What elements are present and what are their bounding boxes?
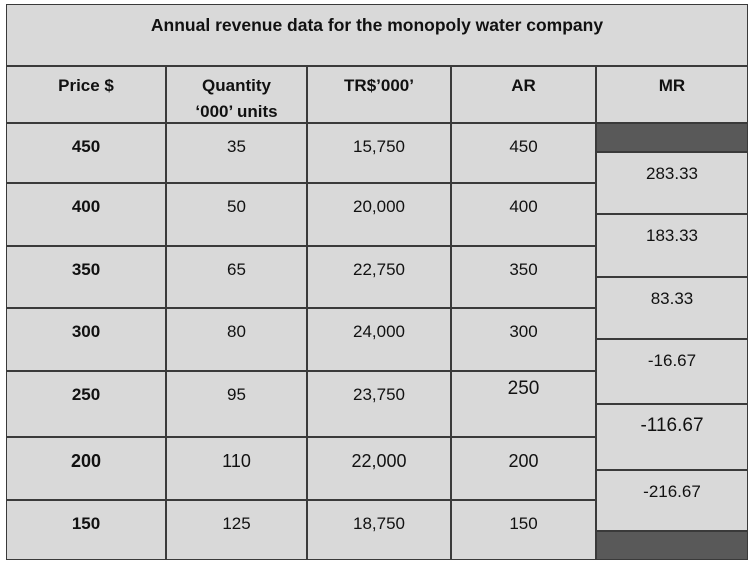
mr-shaded-bottom <box>596 531 748 560</box>
header-quantity: Quantity ‘000’ units <box>166 66 307 123</box>
quantity-cell: 80 <box>166 308 307 371</box>
table-title-box: Annual revenue data for the monopoly wat… <box>6 4 748 66</box>
tr-cell: 22,000 <box>307 437 451 500</box>
price-cell: 250 <box>6 371 166 437</box>
mr-shaded-top <box>596 123 748 152</box>
quantity-cell: 35 <box>166 123 307 183</box>
ar-cell: 350 <box>451 246 596 308</box>
price-cell: 200 <box>6 437 166 500</box>
header-tr: TR$’000’ <box>307 66 451 123</box>
tr-cell: 23,750 <box>307 371 451 437</box>
mr-cell: -216.67 <box>596 470 748 531</box>
ar-cell: 400 <box>451 183 596 246</box>
ar-cell: 200 <box>451 437 596 500</box>
header-mr: MR <box>596 66 748 123</box>
price-cell: 450 <box>6 123 166 183</box>
quantity-cell: 125 <box>166 500 307 560</box>
quantity-cell: 95 <box>166 371 307 437</box>
header-quantity-line1: Quantity <box>202 76 271 95</box>
tr-cell: 15,750 <box>307 123 451 183</box>
price-cell: 400 <box>6 183 166 246</box>
ar-cell: 250 <box>451 371 596 437</box>
price-cell: 300 <box>6 308 166 371</box>
quantity-cell: 65 <box>166 246 307 308</box>
tr-cell: 22,750 <box>307 246 451 308</box>
mr-cell: 283.33 <box>596 152 748 214</box>
mr-cell: 183.33 <box>596 214 748 277</box>
tr-cell: 24,000 <box>307 308 451 371</box>
header-ar: AR <box>451 66 596 123</box>
ar-cell: 150 <box>451 500 596 560</box>
quantity-cell: 50 <box>166 183 307 246</box>
ar-cell: 300 <box>451 308 596 371</box>
ar-cell: 450 <box>451 123 596 183</box>
table-title: Annual revenue data for the monopoly wat… <box>150 15 604 35</box>
header-price: Price $ <box>6 66 166 123</box>
mr-cell: 83.33 <box>596 277 748 339</box>
header-quantity-line2: ‘000’ units <box>195 102 278 121</box>
price-cell: 350 <box>6 246 166 308</box>
tr-cell: 20,000 <box>307 183 451 246</box>
mr-cell: -16.67 <box>596 339 748 404</box>
mr-cell: -116.67 <box>596 404 748 470</box>
quantity-cell: 110 <box>166 437 307 500</box>
tr-cell: 18,750 <box>307 500 451 560</box>
price-cell: 150 <box>6 500 166 560</box>
